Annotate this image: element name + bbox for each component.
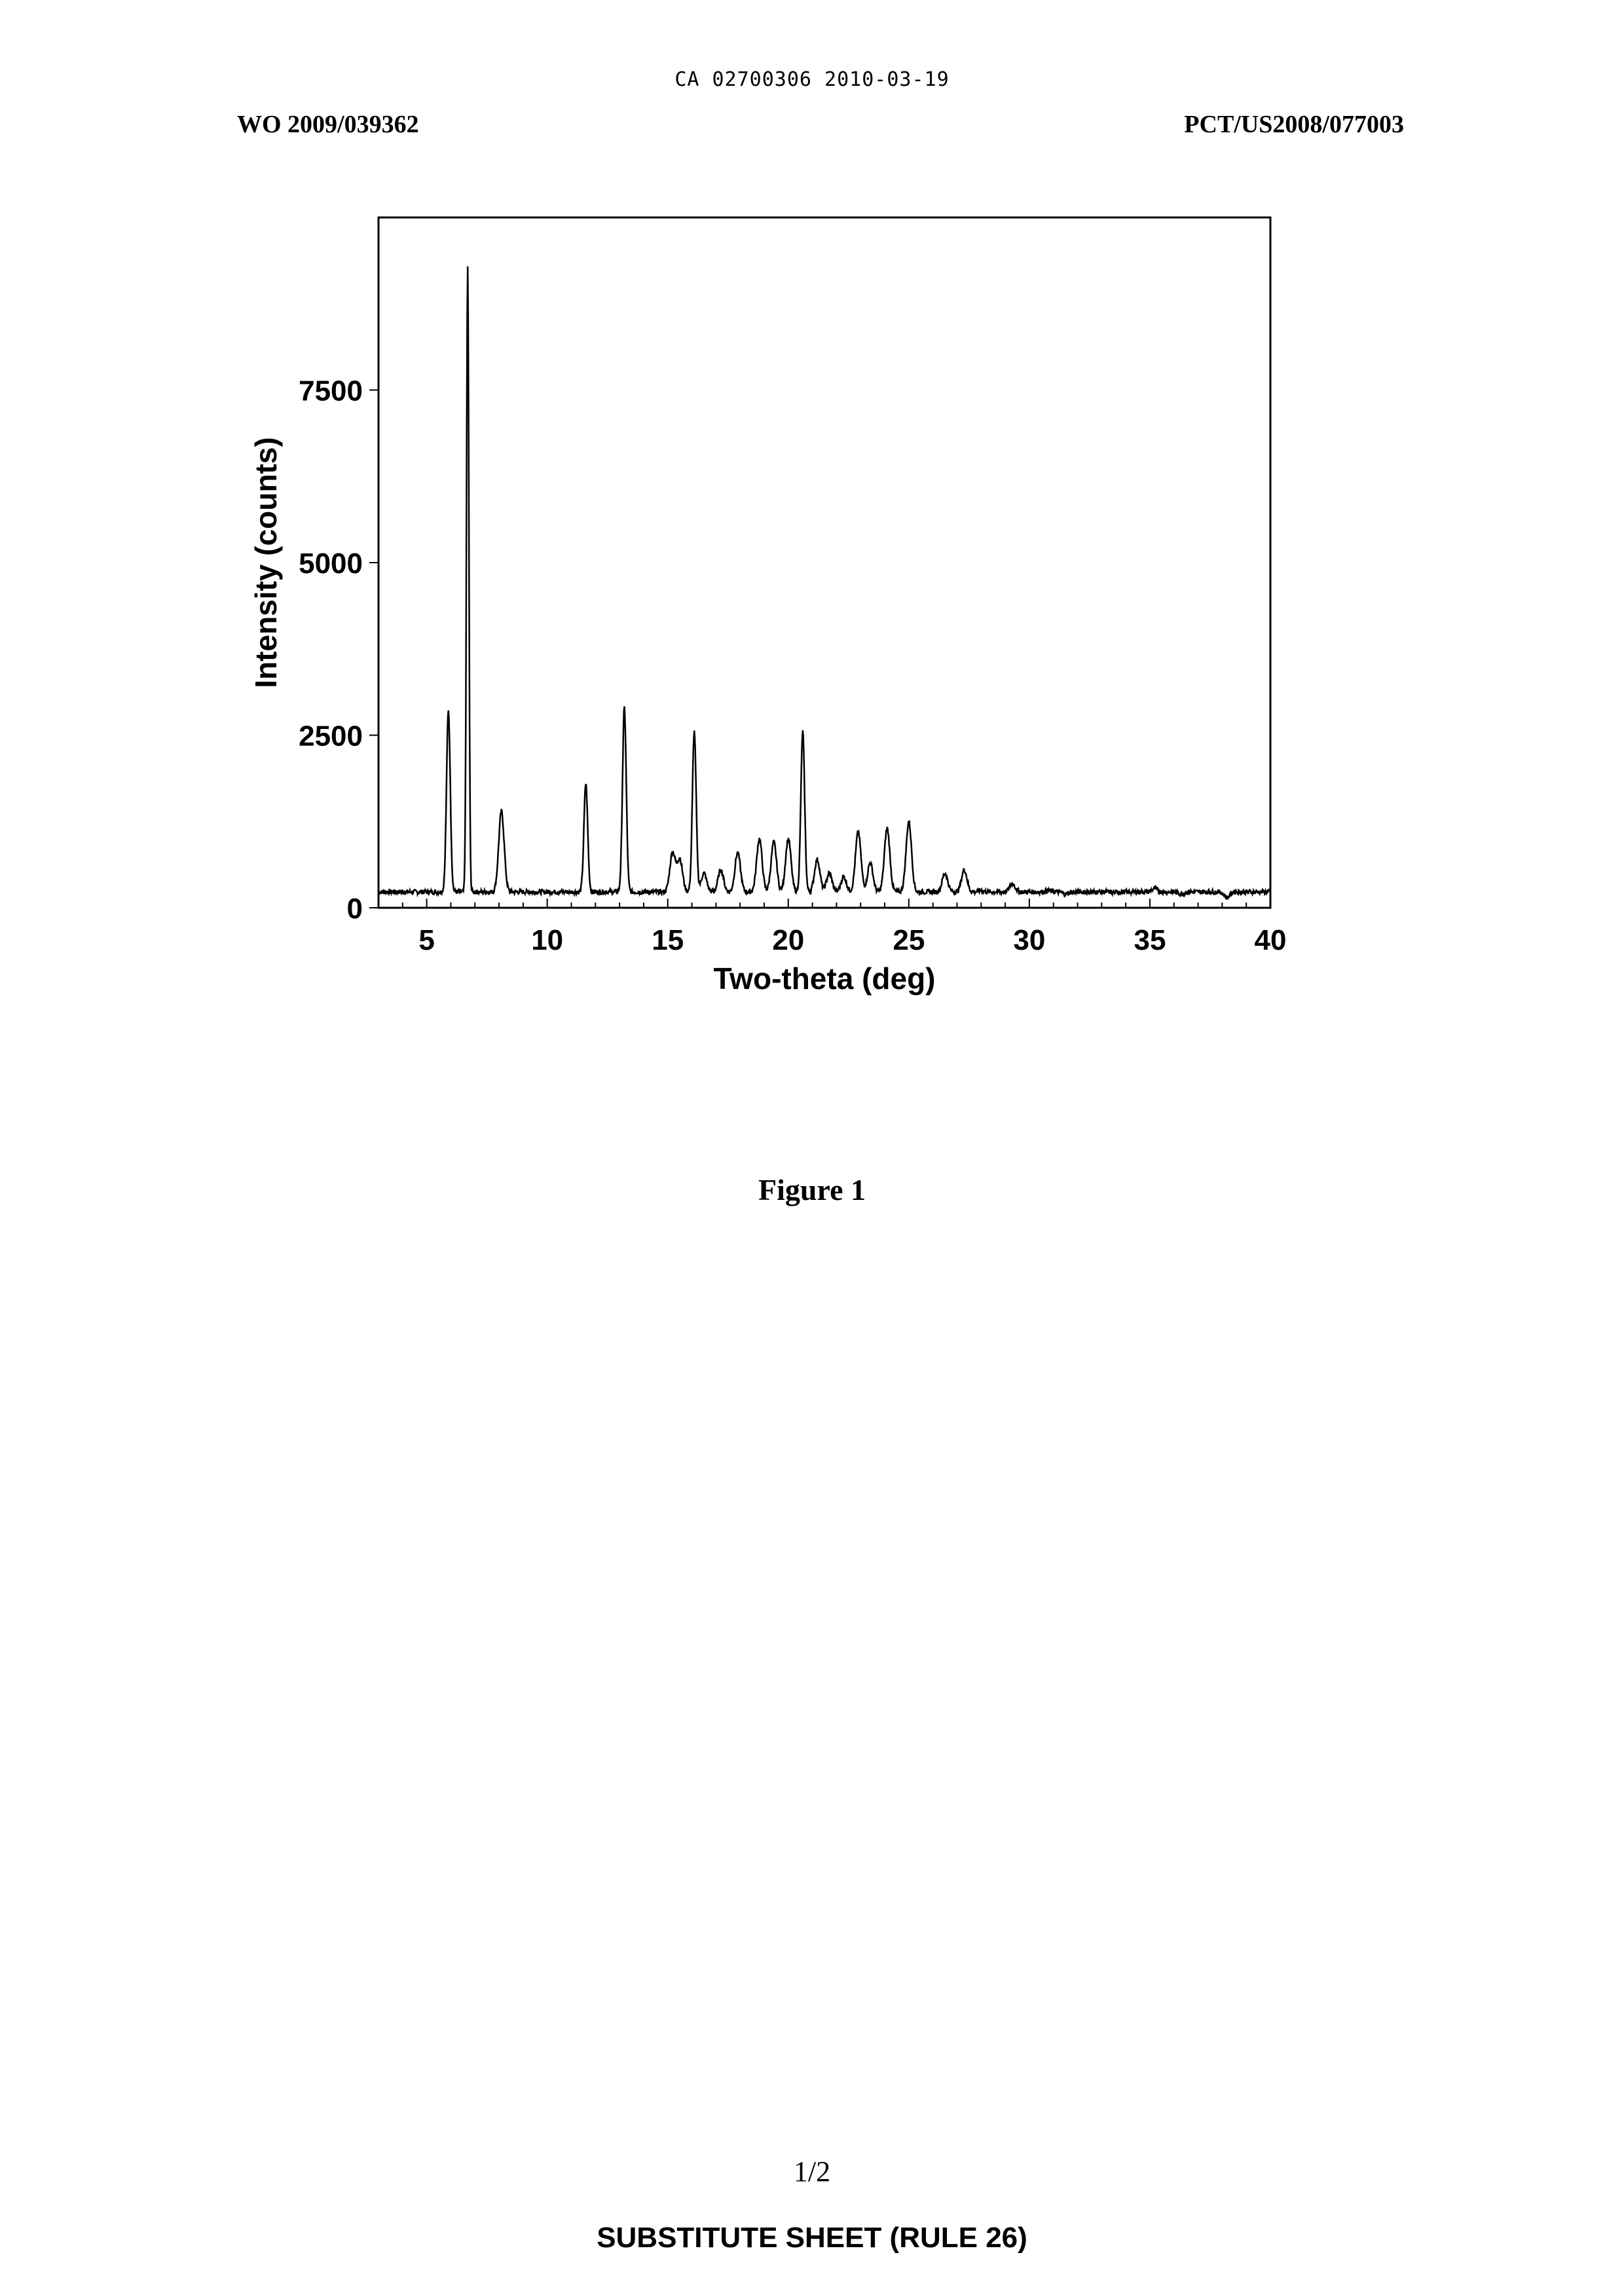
document-id: CA 02700306 2010-03-19 <box>0 68 1624 91</box>
x-tick-label: 5 <box>418 924 434 956</box>
figure-caption: Figure 1 <box>0 1172 1624 1207</box>
x-tick-labels: 5 10 15 20 25 30 35 40 <box>418 924 1286 956</box>
footer-text: SUBSTITUTE SHEET (RULE 26) <box>0 2222 1624 2254</box>
x-tick-label: 25 <box>893 924 925 956</box>
page-number: 1/2 <box>0 2155 1624 2188</box>
y-tick-labels: 0 2500 5000 7500 <box>299 375 363 925</box>
y-axis-title: Intensity (counts) <box>249 437 283 688</box>
y-tick-label: 0 <box>347 893 363 925</box>
y-tick-label: 5000 <box>299 548 363 580</box>
x-tick-label: 10 <box>531 924 563 956</box>
plot-frame <box>378 217 1270 908</box>
y-tick-label: 2500 <box>299 720 363 753</box>
x-tick-label: 35 <box>1134 924 1166 956</box>
x-axis-title: Two-theta (deg) <box>714 961 936 996</box>
tick-marks <box>369 390 1270 908</box>
application-number: PCT/US2008/077003 <box>1184 110 1404 139</box>
x-tick-label: 30 <box>1013 924 1045 956</box>
x-tick-label: 20 <box>772 924 804 956</box>
x-tick-label: 15 <box>652 924 684 956</box>
x-tick-label: 40 <box>1255 924 1287 956</box>
publication-number: WO 2009/039362 <box>237 110 419 139</box>
y-tick-label: 7500 <box>299 375 363 407</box>
xrd-chart: 5 10 15 20 25 30 35 40 0 2500 5000 7500 Two-theta … <box>236 196 1310 1022</box>
diffraction-pattern-line <box>378 267 1270 900</box>
